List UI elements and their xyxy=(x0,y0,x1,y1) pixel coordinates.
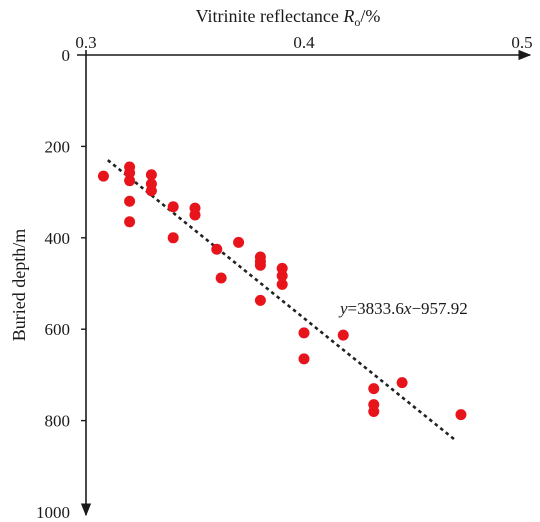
data-point xyxy=(254,294,266,306)
trend-line xyxy=(106,159,458,443)
x-tick-label: 0.4 xyxy=(293,33,315,52)
x-axis-title: Vitrinite reflectance Ro/% xyxy=(196,6,381,29)
regression-equation: y=3833.6x−957.92 xyxy=(338,299,468,318)
data-point xyxy=(455,409,467,421)
data-point xyxy=(298,353,310,365)
y-tick-labels: 0 200 400 600 800 1000 xyxy=(36,46,86,522)
data-points xyxy=(97,161,467,421)
y-tick-label: 600 xyxy=(45,320,71,339)
data-point xyxy=(124,167,136,179)
data-point xyxy=(145,169,157,181)
data-point xyxy=(368,383,380,395)
data-point xyxy=(298,327,310,339)
y-tick-label: 0 xyxy=(62,46,71,65)
data-point xyxy=(396,377,408,389)
data-point xyxy=(368,405,380,417)
data-point xyxy=(211,243,223,255)
y-tick-label: 400 xyxy=(45,229,71,248)
data-point xyxy=(189,209,201,221)
data-point xyxy=(233,236,245,248)
y-tick-label: 200 xyxy=(45,137,71,156)
data-point xyxy=(254,259,266,271)
y-tick-label: 800 xyxy=(45,412,71,431)
y-axis-title: Buried depth/m xyxy=(9,229,29,341)
data-point xyxy=(276,278,288,290)
data-point xyxy=(124,216,136,228)
data-point xyxy=(337,329,349,341)
data-point xyxy=(124,195,136,207)
data-point xyxy=(167,232,179,244)
x-tick-labels: 0.3 0.4 0.5 xyxy=(75,33,532,52)
data-point xyxy=(97,170,109,182)
data-point xyxy=(167,201,179,213)
x-tick-label: 0.3 xyxy=(75,33,96,52)
y-tick-label: 1000 xyxy=(36,503,70,522)
x-tick-label: 0.5 xyxy=(511,33,532,52)
data-point xyxy=(276,270,288,282)
data-point xyxy=(124,175,136,187)
data-point xyxy=(145,185,157,197)
data-point xyxy=(215,272,227,284)
